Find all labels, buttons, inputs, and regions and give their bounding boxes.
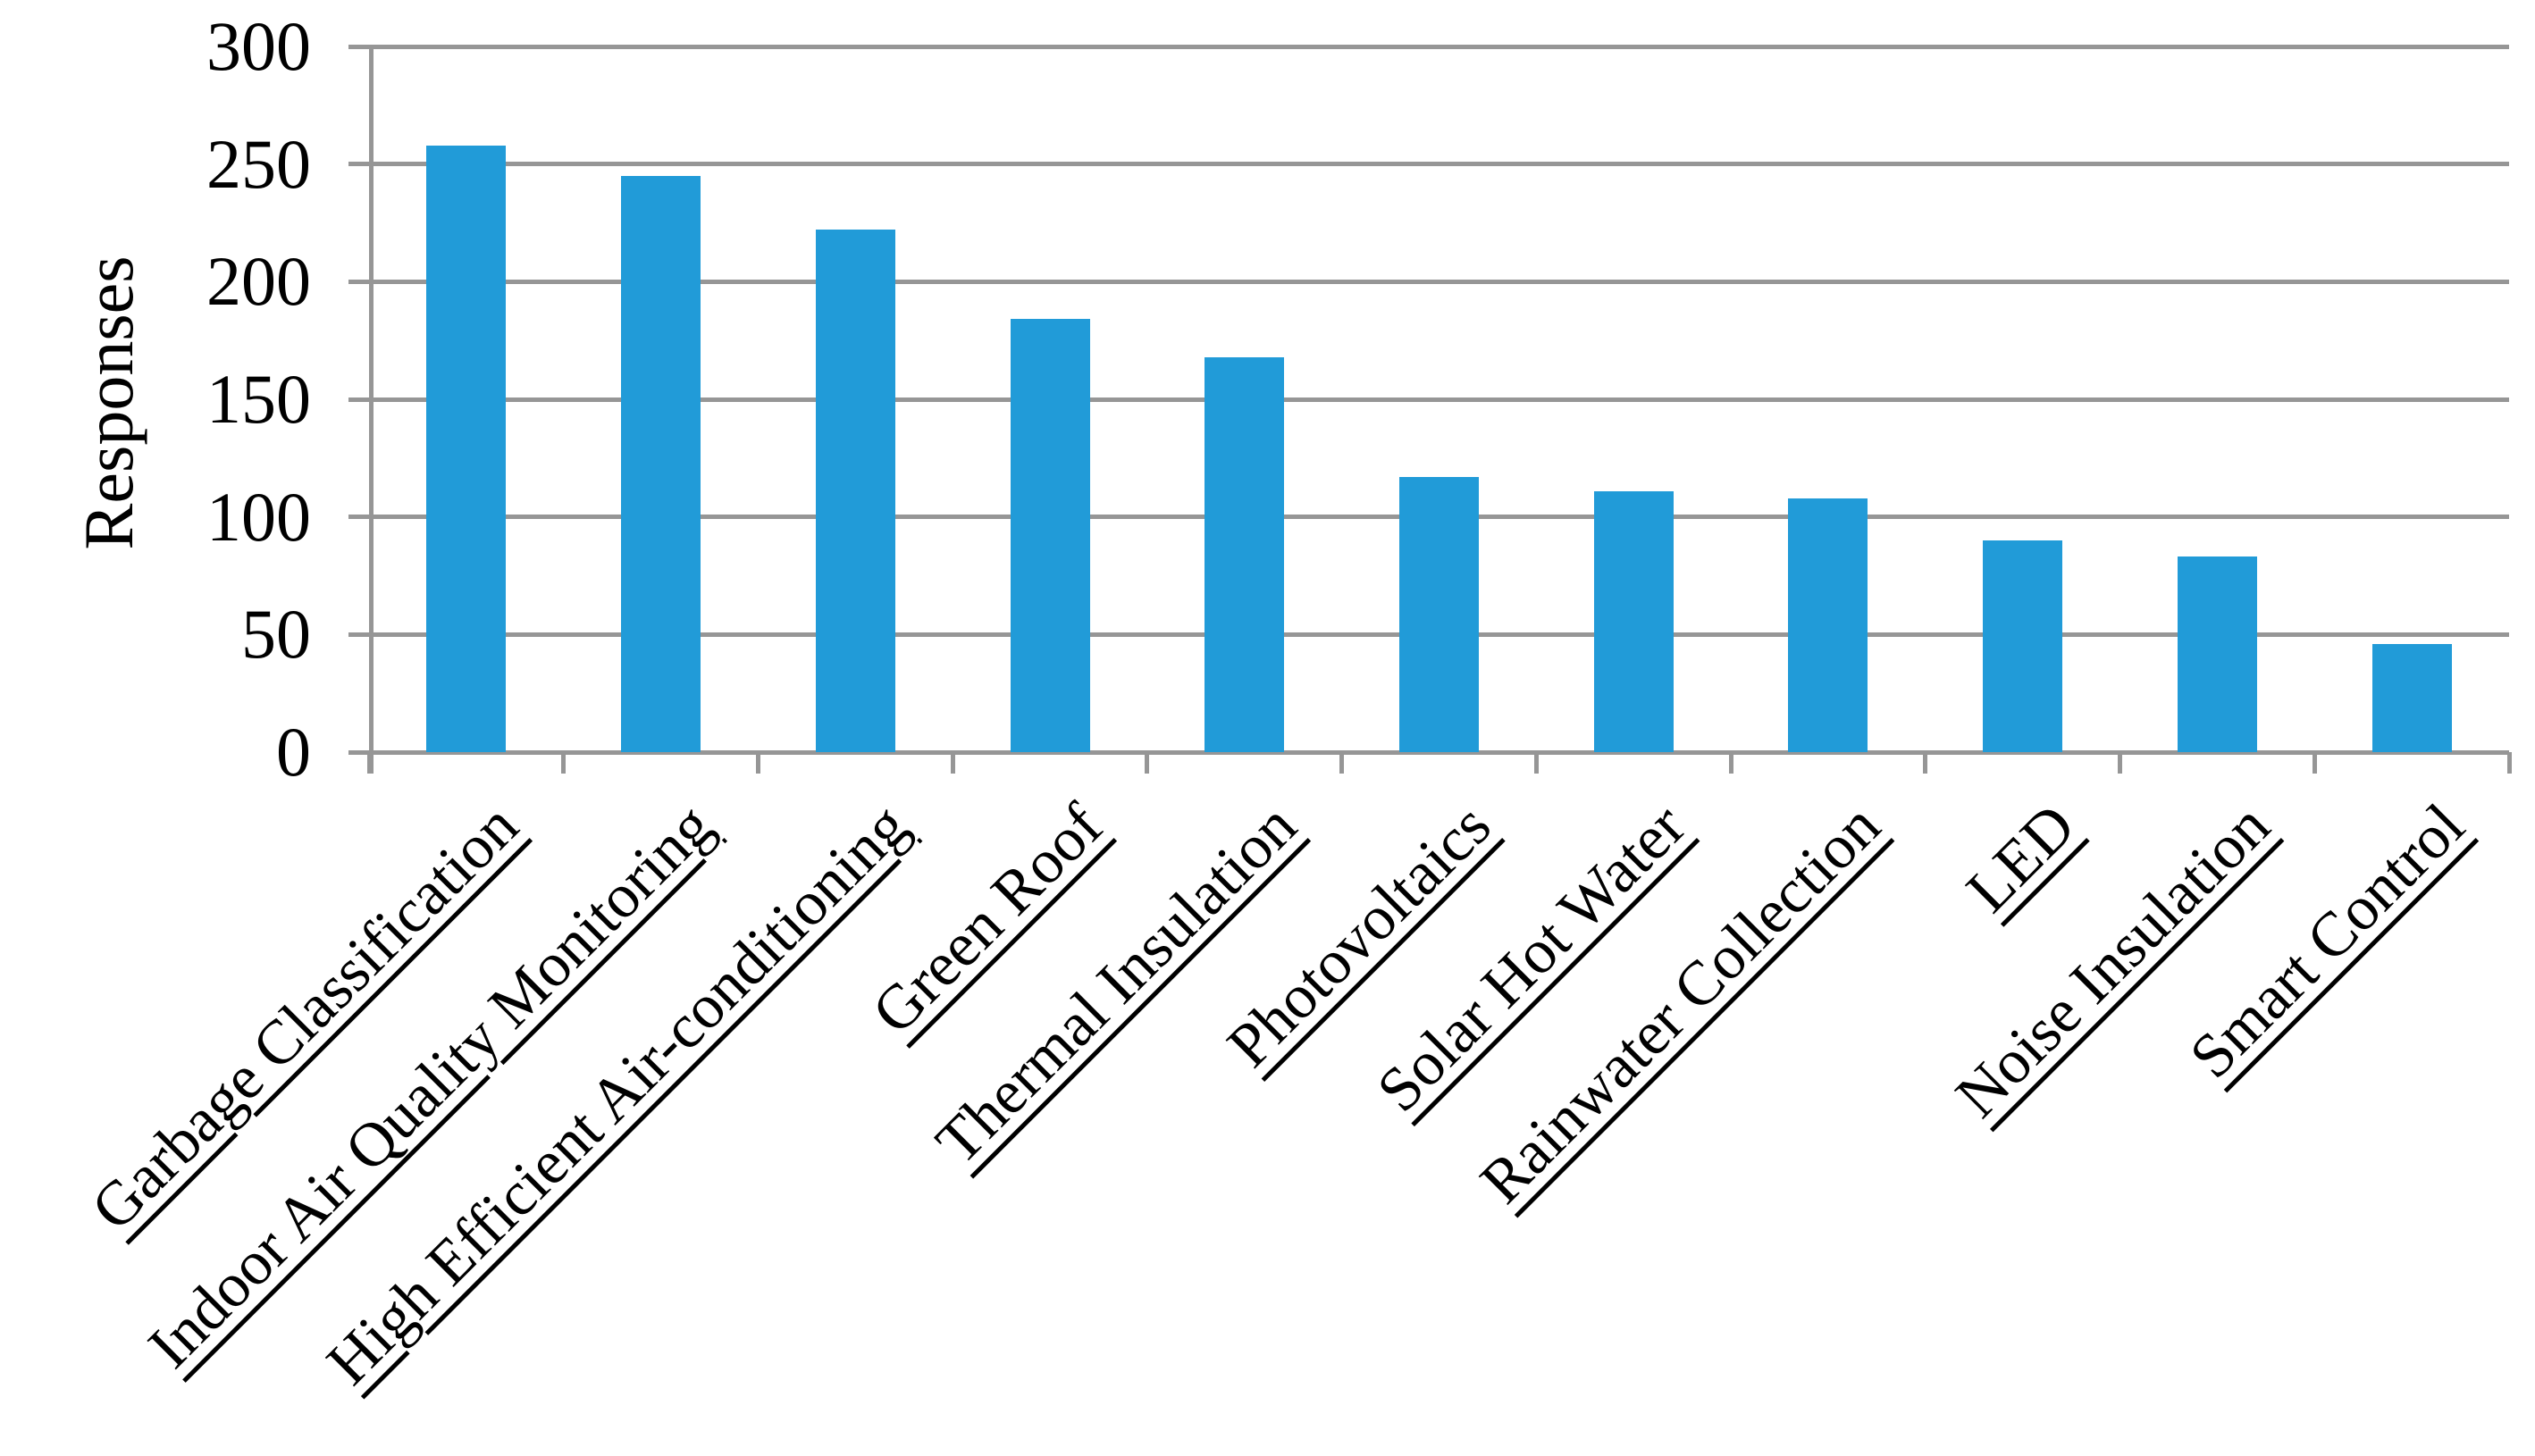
y-tick-label: 50 <box>241 595 311 674</box>
y-tick-label: 0 <box>276 713 311 791</box>
bar <box>426 145 507 752</box>
x-tick <box>1728 752 1733 774</box>
plot-area <box>348 44 2512 774</box>
gridline <box>348 397 2509 402</box>
x-tick <box>1923 752 1928 774</box>
x-tick-label: LED <box>1953 791 2088 926</box>
bar <box>1399 476 1479 752</box>
y-tick-label: 250 <box>206 124 311 203</box>
bar <box>2177 556 2257 752</box>
x-tick-label: Thermal Insulation <box>923 791 1310 1178</box>
bar <box>1205 356 1285 752</box>
bar <box>1983 540 2063 752</box>
x-tick <box>2312 752 2317 774</box>
bar <box>815 230 895 752</box>
y-tick-label: 300 <box>206 7 311 85</box>
x-tick <box>366 752 372 774</box>
bar <box>1788 498 1868 752</box>
gridline <box>348 279 2509 284</box>
x-axis-line <box>348 749 2509 755</box>
bar <box>1010 319 1090 752</box>
x-tick <box>755 752 760 774</box>
x-tick <box>2506 752 2512 774</box>
y-tick-label: 150 <box>206 360 311 438</box>
bar <box>621 175 701 752</box>
x-tick <box>1339 752 1345 774</box>
bar <box>2371 643 2452 752</box>
y-tick-label: 100 <box>206 477 311 556</box>
gridline <box>348 44 2509 49</box>
x-tick <box>1533 752 1539 774</box>
y-tick-label: 200 <box>206 242 311 321</box>
x-tick <box>950 752 955 774</box>
y-axis-line <box>369 46 374 774</box>
gridline <box>348 162 2509 167</box>
bar <box>1593 490 1674 752</box>
x-tick <box>561 752 567 774</box>
x-tick <box>2118 752 2123 774</box>
x-tick <box>1145 752 1150 774</box>
